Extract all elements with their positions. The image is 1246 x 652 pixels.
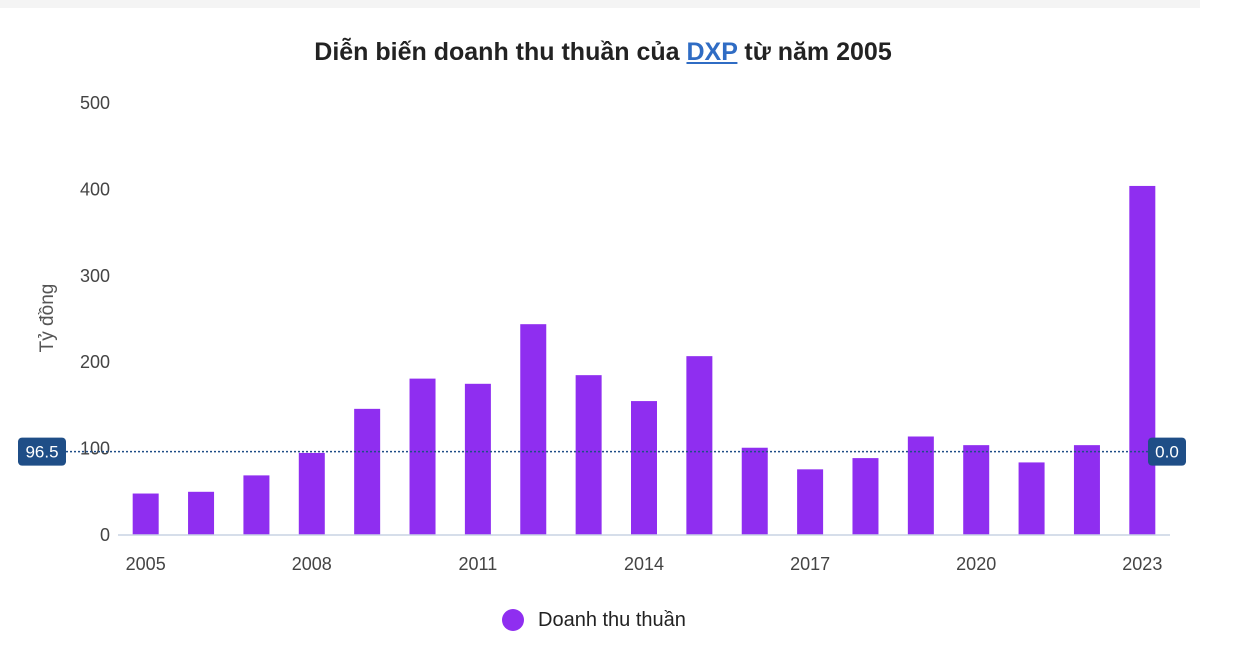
chart-title-suffix: từ năm 2005	[737, 38, 892, 66]
y-tick-label: 300	[80, 266, 110, 286]
bar-2020[interactable]	[963, 445, 990, 535]
bar-2022[interactable]	[1073, 445, 1100, 535]
x-tick-label: 2014	[624, 554, 664, 574]
bar-2006[interactable]	[188, 491, 215, 535]
y-tick-label: 500	[80, 93, 110, 113]
legend-marker	[502, 609, 524, 631]
chart-title-prefix: Diễn biến doanh thu thuần của	[314, 38, 687, 66]
x-tick-label: 2023	[1122, 554, 1162, 574]
bar-2021[interactable]	[1018, 462, 1045, 535]
bar-2015[interactable]	[686, 356, 713, 535]
ticker-link[interactable]: DXP	[686, 38, 738, 66]
bar-2023[interactable]	[1129, 185, 1156, 535]
bar-2018[interactable]	[852, 458, 879, 535]
x-tick-label: 2017	[790, 554, 830, 574]
bar-2007[interactable]	[243, 475, 270, 535]
y-tick-label: 100	[80, 439, 110, 459]
bar-2019[interactable]	[907, 436, 934, 535]
y-tick-label: 400	[80, 179, 110, 199]
x-tick-label: 2005	[126, 554, 166, 574]
legend-item[interactable]: Doanh thu thuần	[502, 606, 686, 634]
bar-2016[interactable]	[741, 447, 768, 535]
average-badge-right	[1148, 437, 1186, 466]
chart-title: Diễn biến doanh thu thuần của DXP từ năm…	[0, 38, 1206, 67]
bar-2013[interactable]	[575, 375, 602, 535]
average-badge-left-label: 96.5	[25, 443, 58, 462]
bar-2012[interactable]	[520, 324, 547, 535]
bar-2011[interactable]	[464, 383, 491, 535]
y-tick-label: 200	[80, 352, 110, 372]
x-tick-label: 2020	[956, 554, 996, 574]
average-badge-right-label: 0.0	[1155, 443, 1179, 462]
average-badge-left	[18, 437, 66, 466]
x-tick-label: 2011	[459, 554, 498, 574]
legend-label: Doanh thu thuần	[538, 608, 686, 631]
bar-2014[interactable]	[631, 401, 657, 535]
y-tick-label: 0	[100, 525, 110, 545]
y-axis-label: Tỷ đồng	[37, 284, 58, 353]
x-tick-label: 2008	[292, 554, 332, 574]
bar-2009[interactable]	[354, 408, 381, 535]
bar-2008[interactable]	[298, 452, 325, 535]
bar-2017[interactable]	[797, 469, 824, 535]
bar-2010[interactable]	[409, 378, 436, 535]
bar-2005[interactable]	[132, 493, 159, 535]
bar-chart: Tỷ đồng 0 100 200 300 400 500 2005 2008 2011 2014…	[18, 93, 1186, 574]
top-divider	[0, 0, 1200, 8]
